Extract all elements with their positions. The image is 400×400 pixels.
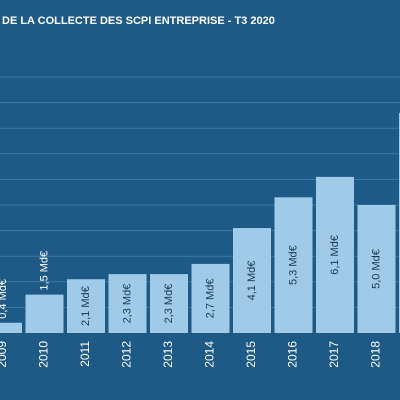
x-tick-2013: 2013 <box>161 341 175 368</box>
bar-2012 <box>108 274 147 333</box>
data-label-2009: 0,4 Md€ <box>0 279 9 319</box>
x-axis-ticks: 2009 2010 2011 2012 2013 2014 2015 2016 2017 2018… <box>0 341 383 368</box>
bar-2015 <box>233 228 271 333</box>
bar-2009 <box>0 322 22 333</box>
data-label-2018: 5,0 Md€ <box>370 249 382 289</box>
chart-title: DE LA COLLECTE DES SCPI ENTREPRISE - T3 … <box>2 15 275 27</box>
bars <box>0 112 400 333</box>
x-tick-2012: 2012 <box>120 341 134 368</box>
bar-2016 <box>274 197 313 333</box>
bar-2011 <box>67 279 105 333</box>
x-tick-2016: 2016 <box>286 341 300 368</box>
data-label-2011: 2,1 Md€ <box>80 286 92 326</box>
x-tick-2011: 2011 <box>78 341 92 367</box>
data-labels: 0,4 Md€ 1,5 Md€ 2,1 Md€ 2,3 Md€ 2,3 Md€ 2,7 M… <box>0 235 382 326</box>
data-label-2010: 1,5 Md€ <box>38 251 50 291</box>
bar-2013 <box>150 274 188 333</box>
x-tick-2017: 2017 <box>327 341 341 368</box>
data-label-2014: 2,7 Md€ <box>204 279 216 319</box>
data-label-2016: 5,3 Md€ <box>287 245 299 285</box>
bar-2017 <box>316 176 354 333</box>
x-tick-2015: 2015 <box>244 341 258 368</box>
gridlines <box>0 76 400 308</box>
data-label-2017: 6,1 Md€ <box>329 235 341 275</box>
data-label-2015: 4,1 Md€ <box>246 261 258 301</box>
bar-2010 <box>25 294 64 333</box>
x-tick-2014: 2014 <box>203 341 217 368</box>
bar-2014 <box>191 263 230 333</box>
x-tick-2018: 2018 <box>369 341 383 368</box>
bar-2018 <box>357 205 396 333</box>
x-tick-2009: 2009 <box>0 341 9 368</box>
data-label-2013: 2,3 Md€ <box>163 284 175 324</box>
x-tick-2010: 2010 <box>37 341 51 368</box>
data-label-2012: 2,3 Md€ <box>121 284 133 324</box>
